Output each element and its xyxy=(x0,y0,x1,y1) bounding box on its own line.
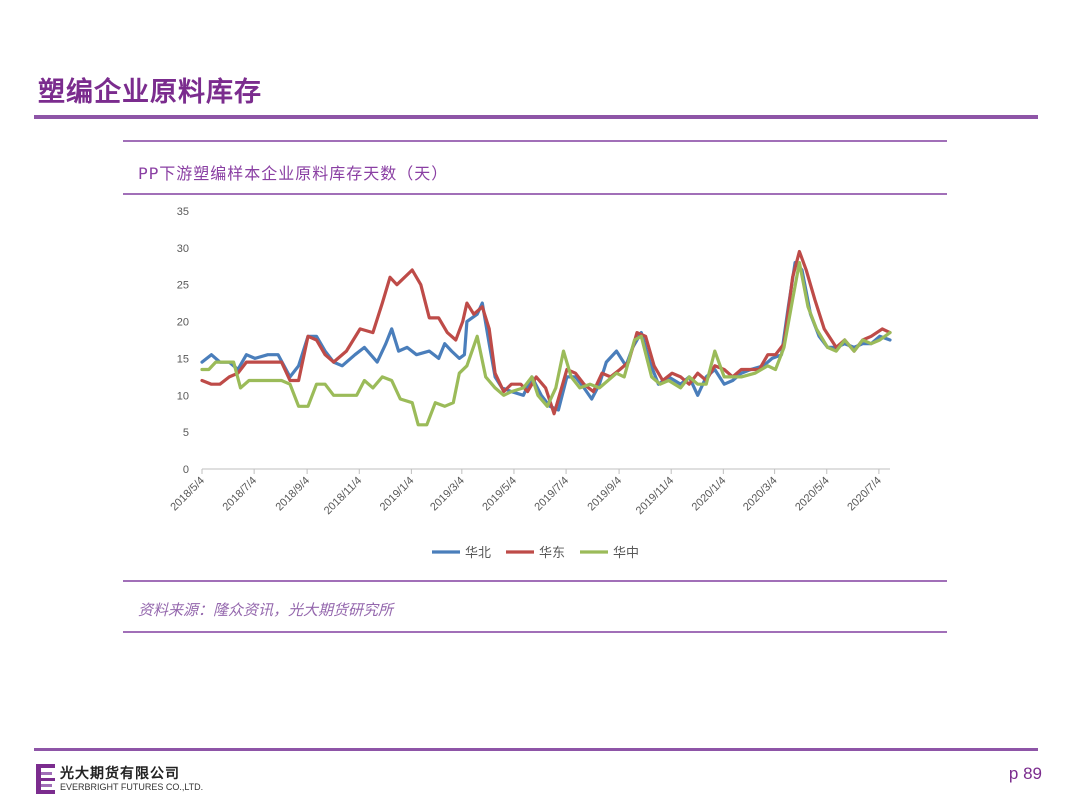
legend-label: 华中 xyxy=(613,545,639,560)
x-tick-label: 2019/1/4 xyxy=(378,475,417,514)
series-line-1 xyxy=(200,249,892,416)
company-logo: 光大期货有限公司 EVERBRIGHT FUTURES CO.,LTD. xyxy=(36,762,236,798)
chart-bottom-rule xyxy=(123,580,947,582)
footer-divider xyxy=(34,748,1038,751)
x-tick-label: 2018/11/4 xyxy=(322,475,365,518)
series-line-2 xyxy=(200,261,892,427)
y-tick-label: 20 xyxy=(177,317,189,329)
logo-mark-icon xyxy=(36,764,55,794)
y-tick-label: 30 xyxy=(177,243,189,255)
chart-title: PP下游塑编样本企业原料库存天数（天） xyxy=(138,164,449,183)
chart-top-rule xyxy=(123,140,947,142)
page-number: p 89 xyxy=(1008,764,1042,783)
legend-label: 华东 xyxy=(539,545,565,560)
x-tick-label: 2018/9/4 xyxy=(273,475,312,514)
y-tick-label: 10 xyxy=(177,390,189,402)
page-title: 塑编企业原料库存 xyxy=(38,77,262,108)
source-rule xyxy=(123,631,947,633)
x-tick-label: 2019/7/4 xyxy=(532,475,571,514)
legend-label: 华北 xyxy=(465,545,491,560)
x-tick-label: 2019/3/4 xyxy=(428,475,467,514)
x-tick-label: 2020/3/4 xyxy=(741,475,780,514)
series-line-0 xyxy=(200,261,892,412)
series-lines xyxy=(200,249,892,427)
x-tick-label: 2019/11/4 xyxy=(634,475,677,518)
x-tick-label: 2020/1/4 xyxy=(690,475,729,514)
y-tick-label: 5 xyxy=(183,427,189,439)
title-divider xyxy=(34,115,1038,119)
x-tick-label: 2020/7/4 xyxy=(845,475,884,514)
x-tick-label: 2019/9/4 xyxy=(585,475,624,514)
y-axis: 0 5 10 15 20 25 30 35 xyxy=(177,206,189,476)
logo-english-name: EVERBRIGHT FUTURES CO.,LTD. xyxy=(60,782,204,792)
y-tick-label: 35 xyxy=(177,206,189,218)
legend: 华北 华东 华中 xyxy=(432,545,639,560)
x-tick-label: 2018/7/4 xyxy=(220,475,259,514)
x-axis: 2018/5/4 2018/7/4 2018/9/4 2018/11/4 2019/1/… xyxy=(168,468,890,518)
x-tick-label: 2018/5/4 xyxy=(168,475,207,514)
source-note: 资料来源：隆众资讯，光大期货研究所 xyxy=(138,601,394,619)
x-tick-label: 2020/5/4 xyxy=(793,475,832,514)
chart-title-rule xyxy=(123,193,947,195)
y-tick-label: 25 xyxy=(177,280,189,292)
y-tick-label: 15 xyxy=(177,353,189,365)
x-tick-label: 2019/5/4 xyxy=(480,475,519,514)
logo-chinese-name: 光大期货有限公司 xyxy=(60,766,180,782)
y-tick-label: 0 xyxy=(183,464,189,476)
